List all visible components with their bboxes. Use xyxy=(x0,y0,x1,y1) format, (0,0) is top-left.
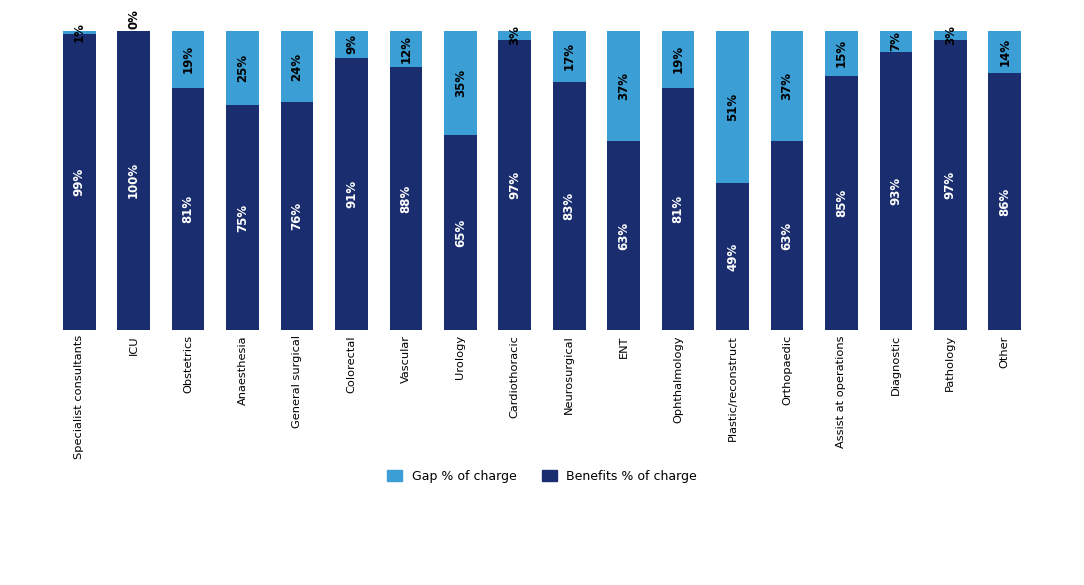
Text: 83%: 83% xyxy=(563,192,576,220)
Text: 37%: 37% xyxy=(780,72,793,100)
Text: 17%: 17% xyxy=(563,42,576,70)
Text: 51%: 51% xyxy=(726,93,739,121)
Bar xyxy=(444,136,477,331)
Text: 63%: 63% xyxy=(780,222,793,250)
Text: 49%: 49% xyxy=(726,243,739,271)
Bar xyxy=(335,30,367,57)
Bar xyxy=(335,57,367,331)
Bar xyxy=(227,30,259,105)
Text: 85%: 85% xyxy=(835,189,848,217)
Text: 19%: 19% xyxy=(672,45,685,73)
Bar xyxy=(661,88,695,331)
Text: 76%: 76% xyxy=(291,202,304,230)
Bar xyxy=(553,81,585,331)
Text: 97%: 97% xyxy=(944,171,957,199)
Bar xyxy=(171,88,205,331)
Text: 14%: 14% xyxy=(998,37,1011,66)
Text: 81%: 81% xyxy=(672,195,685,223)
Text: 86%: 86% xyxy=(998,187,1011,215)
Text: 88%: 88% xyxy=(399,184,412,212)
Bar xyxy=(934,30,967,40)
Bar xyxy=(227,105,259,331)
Text: 12%: 12% xyxy=(399,35,412,63)
Text: 91%: 91% xyxy=(345,180,358,208)
Bar xyxy=(825,75,857,331)
Bar xyxy=(661,30,695,88)
Bar xyxy=(989,73,1021,331)
Text: 0%: 0% xyxy=(127,9,140,29)
Bar xyxy=(553,30,585,81)
Text: 9%: 9% xyxy=(345,34,358,54)
Bar xyxy=(499,40,531,331)
Bar xyxy=(117,30,150,331)
Text: 65%: 65% xyxy=(454,219,467,247)
Text: 75%: 75% xyxy=(236,204,249,232)
Bar xyxy=(444,30,477,136)
Text: 3%: 3% xyxy=(508,25,521,45)
Bar xyxy=(717,30,749,184)
Bar xyxy=(879,30,913,51)
Text: 3%: 3% xyxy=(944,25,957,45)
Text: 99%: 99% xyxy=(73,168,86,196)
Bar xyxy=(281,30,313,102)
Text: 1%: 1% xyxy=(73,22,86,42)
Bar xyxy=(607,142,640,331)
Text: 24%: 24% xyxy=(291,53,304,81)
Bar xyxy=(499,30,531,40)
Text: 35%: 35% xyxy=(454,69,467,97)
Legend: Gap % of charge, Benefits % of charge: Gap % of charge, Benefits % of charge xyxy=(382,464,702,488)
Text: 7%: 7% xyxy=(889,31,902,51)
Text: 100%: 100% xyxy=(127,163,140,198)
Text: 63%: 63% xyxy=(617,222,630,250)
Text: 97%: 97% xyxy=(508,171,521,199)
Bar xyxy=(825,30,857,75)
Bar xyxy=(771,30,803,142)
Bar xyxy=(607,30,640,142)
Bar xyxy=(934,40,967,331)
Bar xyxy=(63,30,95,33)
Bar xyxy=(771,142,803,331)
Text: 37%: 37% xyxy=(617,72,630,100)
Bar xyxy=(171,30,205,88)
Bar xyxy=(879,51,913,331)
Text: 25%: 25% xyxy=(236,54,249,82)
Text: 19%: 19% xyxy=(182,45,195,73)
Bar xyxy=(63,33,95,331)
Text: 15%: 15% xyxy=(835,39,848,67)
Bar xyxy=(989,30,1021,73)
Text: 81%: 81% xyxy=(182,195,195,223)
Text: 93%: 93% xyxy=(889,177,902,205)
Bar xyxy=(281,102,313,331)
Bar xyxy=(389,30,423,67)
Bar xyxy=(389,67,423,331)
Bar xyxy=(717,184,749,331)
